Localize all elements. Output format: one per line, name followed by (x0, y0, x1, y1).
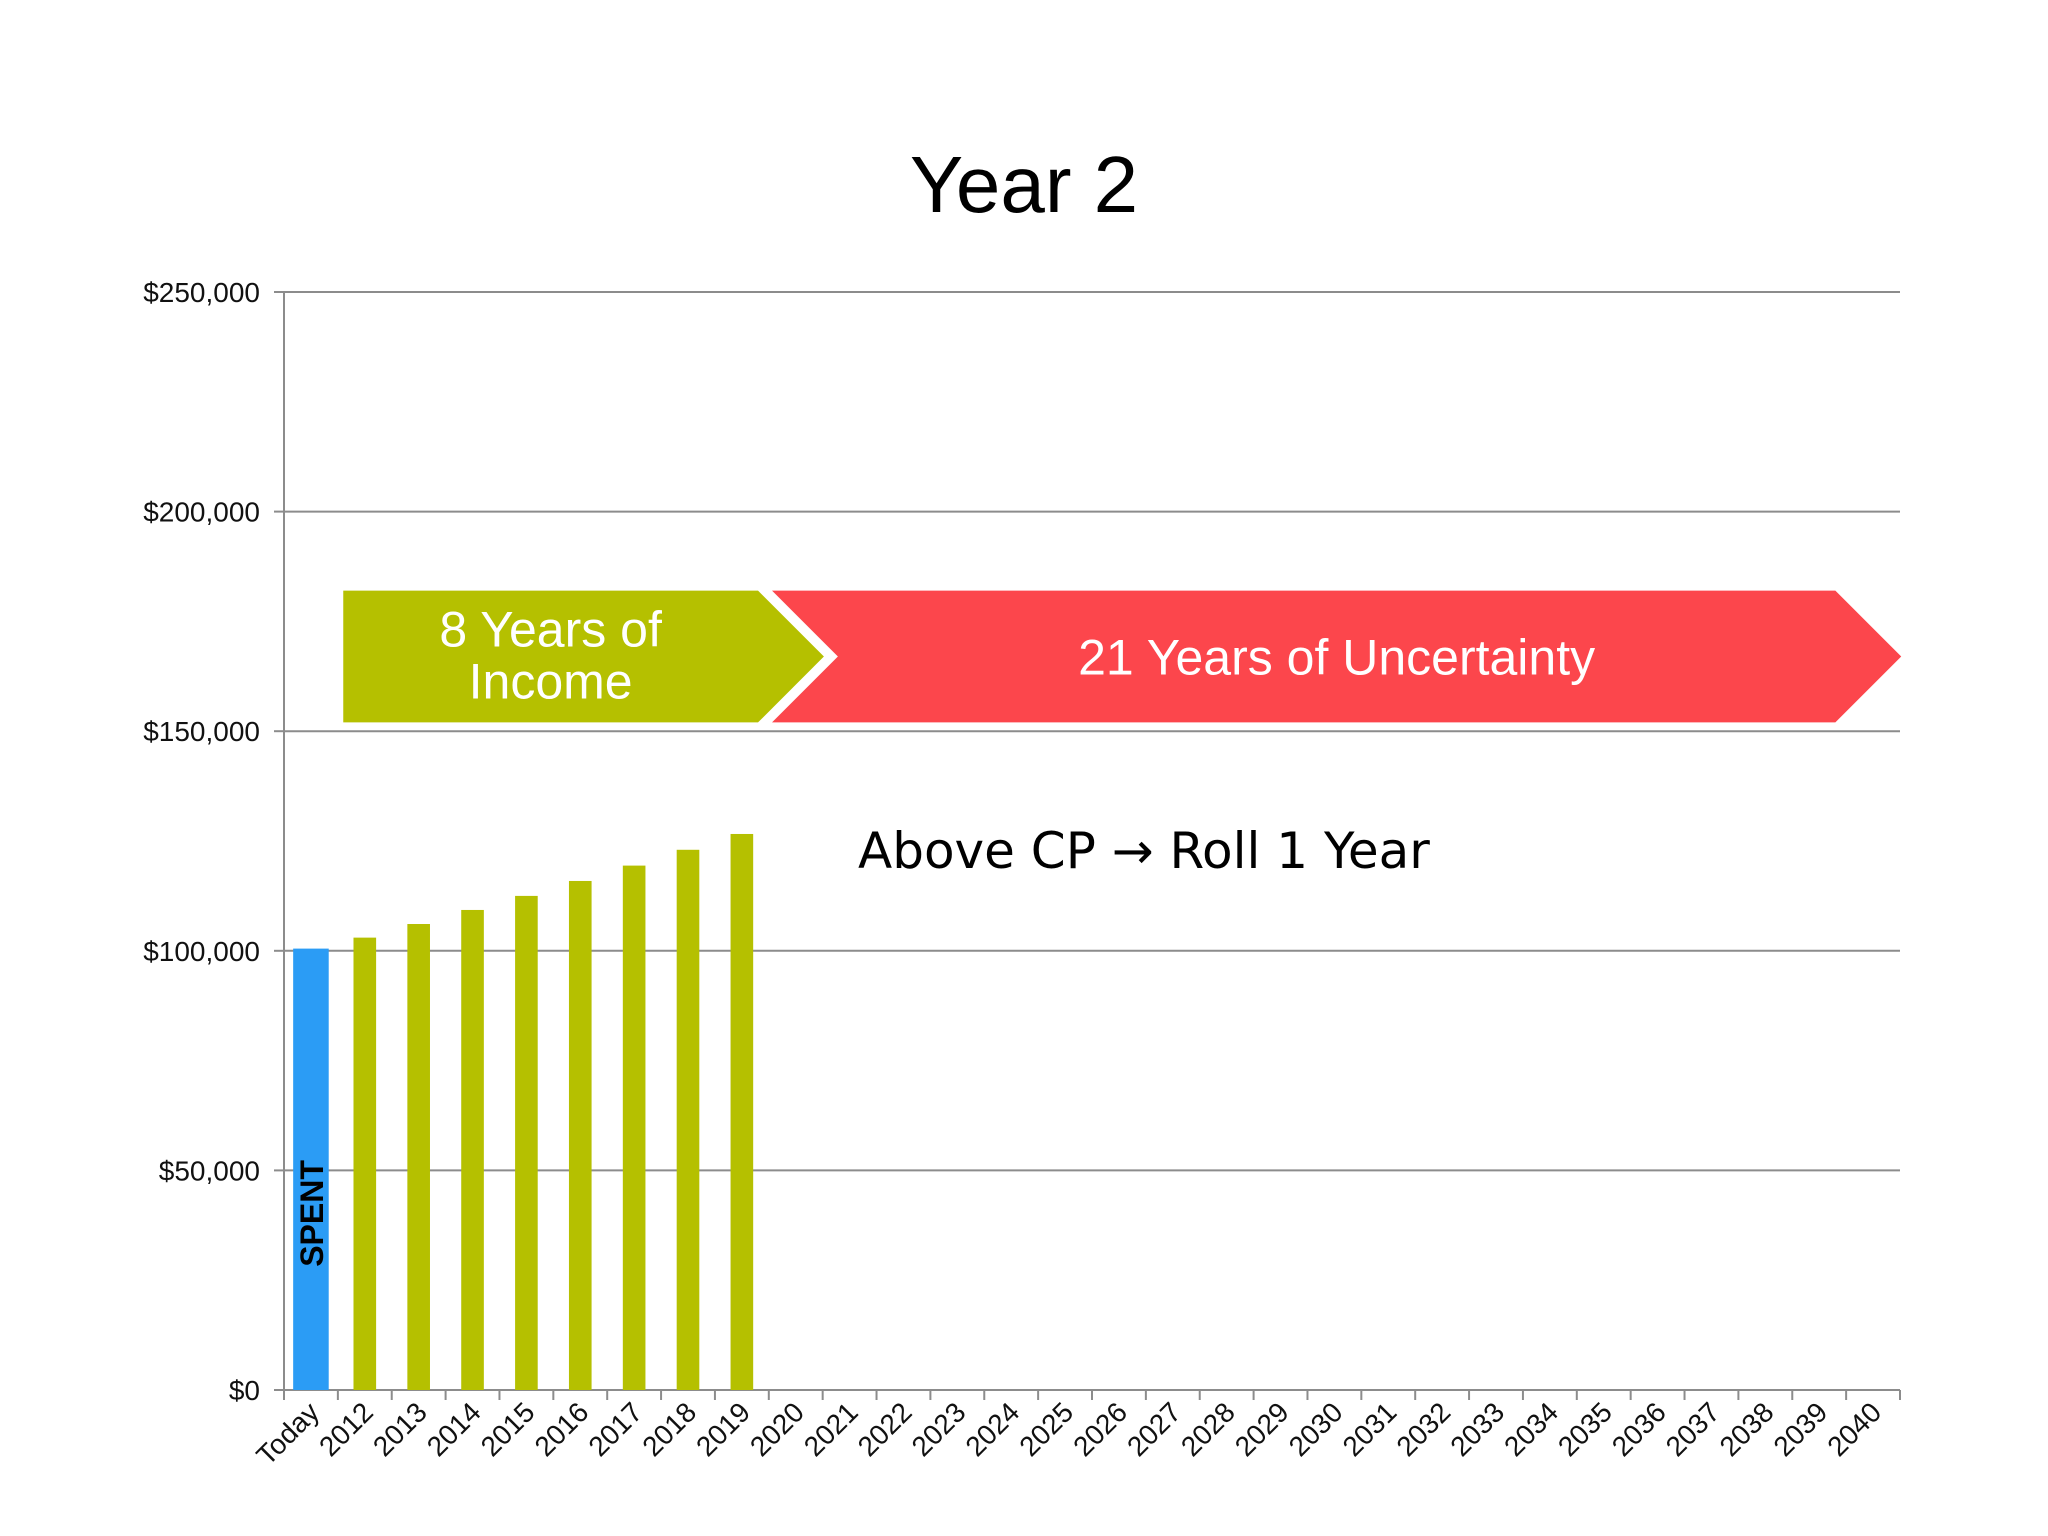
income-arrow-label-line1: 8 Years of (439, 602, 662, 658)
y-tick-label: $50,000 (159, 1155, 260, 1186)
y-tick-label: $200,000 (143, 497, 260, 528)
bar (676, 849, 700, 1390)
bar (461, 909, 484, 1390)
axes (274, 291, 1901, 1400)
bar (568, 880, 592, 1390)
bar (730, 833, 754, 1390)
bar (407, 924, 430, 1390)
bar-spent (293, 948, 329, 1390)
uncertainty-arrow (772, 590, 1902, 723)
annotation: Above CP → Roll 1 Year (858, 822, 1430, 880)
income-arrow-label-line2: Income (469, 654, 633, 710)
bar (622, 865, 646, 1390)
uncertainty-arrow-label: 21 Years of Uncertainty (1078, 630, 1595, 686)
chart-title: Year 2 (910, 140, 1138, 229)
y-tick-label: $250,000 (143, 277, 260, 308)
y-tick-label: $0 (229, 1375, 260, 1406)
spent-label: SPENT (294, 1160, 330, 1267)
y-tick-label: $150,000 (143, 716, 260, 747)
bars: SPENT (293, 833, 754, 1390)
bar (353, 937, 377, 1390)
y-tick-label: $100,000 (143, 936, 260, 967)
gridlines (284, 291, 1900, 1172)
y-tick-labels: $0 $50,000 $100,000 $150,000 $200,000 $250,00… (143, 277, 260, 1406)
bar (515, 895, 538, 1390)
income-arrow (343, 590, 824, 723)
